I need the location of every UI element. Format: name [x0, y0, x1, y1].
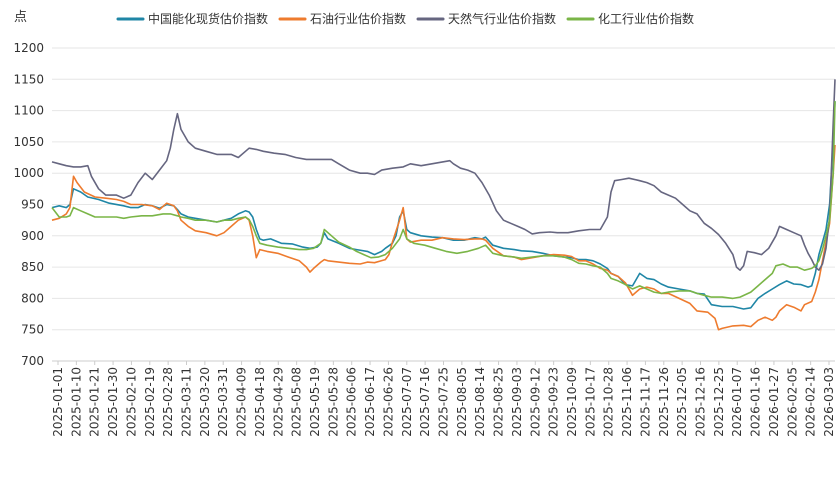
x-tick-label: 2025-10-09 — [565, 367, 579, 437]
x-tick-label: 2025-04-29 — [271, 367, 285, 437]
x-tick-label: 2025-02-10 — [124, 367, 138, 437]
x-tick-label: 2025-02-19 — [143, 367, 157, 437]
x-tick-label: 2025-05-19 — [308, 367, 322, 437]
legend-label: 中国能化现货估价指数 — [148, 11, 268, 26]
x-tick-label: 2025-10-28 — [602, 367, 616, 437]
legend-label: 石油行业估价指数 — [310, 11, 406, 26]
legend-item-2[interactable]: 石油行业估价指数 — [278, 11, 406, 26]
x-tick-label: 2025-05-28 — [326, 367, 340, 437]
y-tick-label: 1000 — [13, 166, 44, 180]
legend-item-1[interactable]: 中国能化现货估价指数 — [116, 11, 268, 26]
x-tick-label: 2025-07-16 — [418, 367, 432, 437]
y-tick-label: 700 — [21, 354, 44, 368]
y-tick-label: 1150 — [13, 72, 44, 86]
x-tick-label: 2025-11-26 — [657, 367, 671, 437]
x-tick-label: 2025-08-14 — [473, 367, 487, 437]
x-tick-label: 2026-01-07 — [730, 367, 744, 437]
y-axis-unit-label: 点 — [14, 10, 27, 25]
x-tick-label: 2025-11-06 — [620, 367, 634, 437]
x-tick-label: 2025-09-03 — [510, 367, 524, 437]
y-tick-label: 1100 — [13, 104, 44, 118]
x-tick-label: 2026-01-27 — [767, 367, 781, 437]
x-tick-label: 2025-03-20 — [198, 367, 212, 437]
x-tick-label: 2025-08-05 — [455, 367, 469, 437]
legend-label: 天然气行业估价指数 — [448, 11, 556, 26]
axes — [52, 360, 835, 365]
x-tick-label: 2025-01-10 — [69, 367, 83, 437]
x-tick-label: 2025-12-16 — [694, 367, 708, 437]
y-tick-label: 800 — [21, 291, 44, 305]
series-line-2 — [51, 144, 836, 331]
legend-item-3[interactable]: 天然气行业估价指数 — [416, 11, 556, 26]
x-tick-label: 2025-03-31 — [216, 367, 230, 437]
y-tick-label: 850 — [21, 260, 44, 274]
y-tick-label: 1200 — [13, 41, 44, 55]
y-axis-tick-labels: 700 750 800 850 900 950 1000 1050 1100 1150 1200 — [13, 41, 44, 368]
series-lines — [51, 79, 836, 331]
x-tick-label: 2025-10-17 — [583, 367, 597, 437]
x-tick-label: 2025-02-28 — [161, 367, 175, 437]
legend-item-4[interactable]: 化工行业估价指数 — [566, 11, 694, 26]
grid-lines — [52, 47, 835, 331]
x-tick-label: 2025-07-25 — [437, 367, 451, 437]
legend[interactable]: 中国能化现货估价指数 石油行业估价指数 天然气行业估价指数 化工行业估价指数 — [116, 11, 694, 26]
x-tick-label: 2025-06-06 — [345, 367, 359, 437]
x-tick-label: 2025-04-09 — [235, 367, 249, 437]
x-tick-label: 2025-06-26 — [381, 367, 395, 437]
x-axis-tick-labels: 2025-01-01 2025-01-10 2025-01-21 2025-01-30… — [51, 367, 836, 437]
x-tick-label: 2025-07-07 — [400, 367, 414, 437]
x-tick-label: 2026-02-14 — [804, 367, 818, 437]
y-tick-label: 950 — [21, 198, 44, 212]
series-line-1 — [51, 101, 836, 310]
x-tick-label: 2025-01-30 — [106, 367, 120, 437]
x-tick-label: 2025-06-17 — [363, 367, 377, 437]
x-tick-label: 2025-04-18 — [253, 367, 267, 437]
x-tick-label: 2025-01-01 — [51, 367, 65, 437]
x-tick-label: 2025-09-12 — [528, 367, 542, 437]
x-tick-label: 2025-08-25 — [492, 367, 506, 437]
x-tick-label: 2025-05-08 — [290, 367, 304, 437]
series-line-3 — [51, 79, 836, 271]
y-tick-label: 750 — [21, 323, 44, 337]
legend-label: 化工行业估价指数 — [598, 11, 694, 26]
x-tick-label: 2026-02-05 — [785, 367, 799, 437]
series-line-4 — [51, 101, 836, 300]
y-tick-label: 900 — [21, 229, 44, 243]
x-tick-label: 2026-01-16 — [749, 367, 763, 437]
x-tick-label: 2025-12-25 — [712, 367, 726, 437]
x-tick-label: 2026-03-03 — [822, 367, 836, 437]
x-tick-label: 2025-12-05 — [675, 367, 689, 437]
x-tick-label: 2025-11-17 — [638, 367, 652, 437]
x-tick-label: 2025-09-23 — [547, 367, 561, 437]
y-tick-label: 1050 — [13, 135, 44, 149]
x-tick-label: 2025-03-11 — [180, 367, 194, 437]
x-tick-label: 2025-01-21 — [88, 367, 102, 437]
